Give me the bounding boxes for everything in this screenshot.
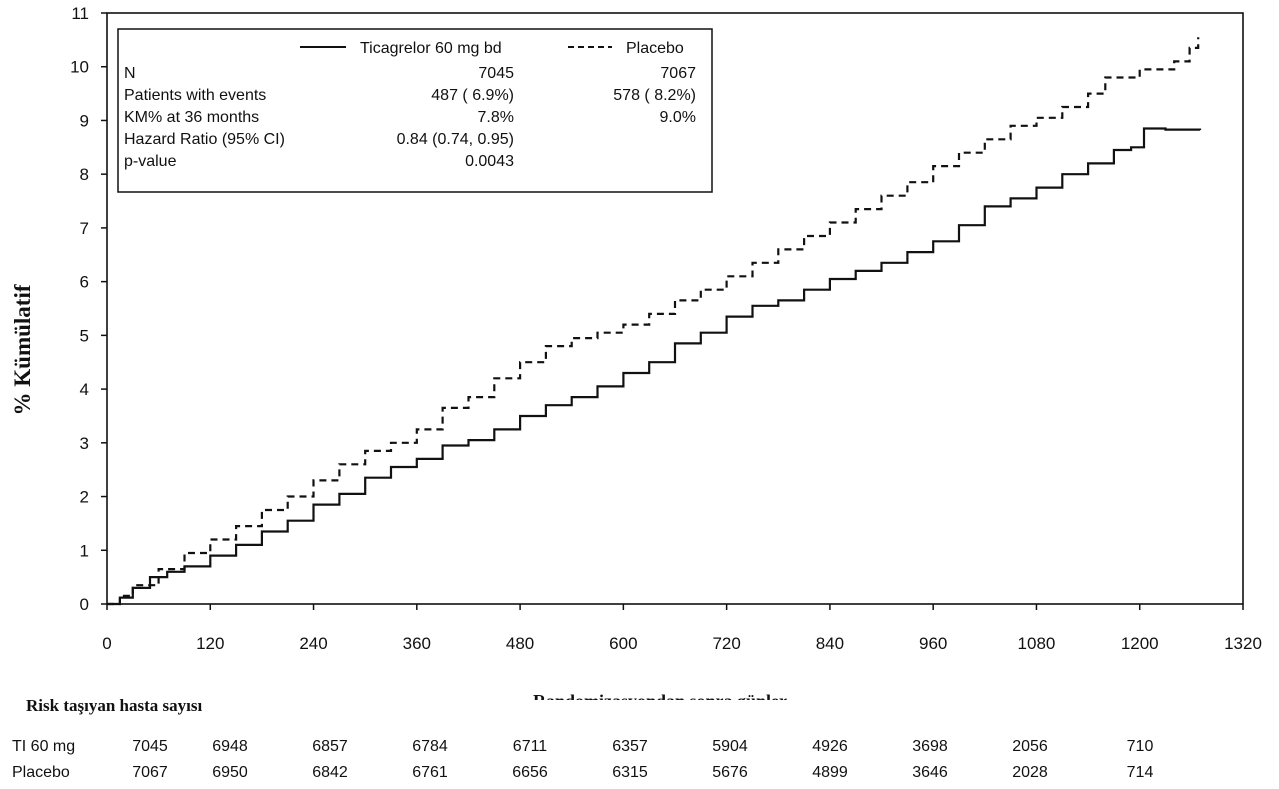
series-line-placebo xyxy=(107,37,1200,606)
legend-row-label: p-value xyxy=(124,153,177,170)
y-axis-label: % Kümülatif xyxy=(10,284,35,415)
x-tick-label: 720 xyxy=(712,634,740,653)
risk-value: 7045 xyxy=(132,738,168,755)
y-tick-label: 11 xyxy=(71,4,89,23)
legend-row-placebo-value: 9.0% xyxy=(660,109,696,126)
legend-box xyxy=(117,28,713,193)
risk-value: 2056 xyxy=(1012,738,1048,755)
risk-row-label: TI 60 mg xyxy=(12,738,76,755)
legend-label-ticagrelor: Ticagrelor 60 mg bd xyxy=(360,40,502,57)
y-tick-label: 8 xyxy=(80,165,89,184)
x-tick-label: 240 xyxy=(299,634,327,653)
legend-row-ticagrelor-value: 0.0043 xyxy=(465,153,514,170)
y-tick-label: 4 xyxy=(80,380,89,399)
risk-value: 6784 xyxy=(412,738,448,755)
y-tick-label: 3 xyxy=(80,434,89,453)
x-tick-label: 600 xyxy=(609,634,637,653)
risk-value: 4899 xyxy=(812,764,848,781)
legend-row-label: Patients with events xyxy=(124,87,266,104)
legend-row-ticagrelor-value: 487 ( 6.9%) xyxy=(431,87,514,104)
y-tick-label: 5 xyxy=(80,326,89,345)
y-tick-label: 10 xyxy=(70,58,89,77)
risk-value: 6761 xyxy=(412,764,448,781)
risk-row-ticagrelor: TI 60 mg 7045 6948 6857 6784 6711 6357 5904 4926… xyxy=(0,738,1279,760)
plot-frame xyxy=(106,12,1244,605)
km-chart: 0 120 240 360 480 600 720 840 960 1080 1200 1320 0 1 2… xyxy=(10,4,1262,700)
risk-table-title: Risk taşıyan hasta sayısı xyxy=(26,696,203,715)
risk-value: 6357 xyxy=(612,738,648,755)
y-tick-label: 2 xyxy=(80,488,89,507)
risk-value: 6950 xyxy=(212,764,248,781)
risk-value: 6656 xyxy=(512,764,548,781)
risk-row-placebo: Placebo 7067 6950 6842 6761 6656 6315 5676 4899 3… xyxy=(0,764,1279,786)
x-tick-label: 1080 xyxy=(1018,634,1056,653)
risk-value: 5676 xyxy=(712,764,748,781)
risk-row-label: Placebo xyxy=(12,764,70,781)
legend-row-label: Hazard Ratio (95% CI) xyxy=(124,131,285,148)
legend-rows: N 7045 7067 Patients with events 487 ( 6.9%)… xyxy=(124,65,696,170)
risk-value: 3646 xyxy=(912,764,948,781)
x-tick-label: 0 xyxy=(102,634,111,653)
legend-row-ticagrelor-value: 7.8% xyxy=(478,109,514,126)
risk-value: 5904 xyxy=(712,738,748,755)
x-tick-label: 960 xyxy=(919,634,947,653)
risk-value: 6857 xyxy=(312,738,348,755)
x-tick-label: 480 xyxy=(506,634,534,653)
risk-value: 7067 xyxy=(132,764,168,781)
axes: 0 120 240 360 480 600 720 840 960 1080 1200 1320 0 1 2… xyxy=(70,4,1262,653)
risk-value: 714 xyxy=(1126,764,1154,781)
y-tick-label: 0 xyxy=(80,595,89,614)
y-tick-label: 1 xyxy=(80,541,89,560)
x-axis-label: Randomizasyondan sonra günler xyxy=(533,691,787,700)
legend-row-ticagrelor-value: 7045 xyxy=(478,65,514,82)
y-tick-label: 9 xyxy=(80,111,89,130)
x-tick-label: 1320 xyxy=(1224,634,1262,653)
legend-row-placebo-value: 7067 xyxy=(660,65,696,82)
risk-value: 6948 xyxy=(212,738,248,755)
risk-value: 4926 xyxy=(812,738,848,755)
legend-row-placebo-value: 578 ( 8.2%) xyxy=(613,87,696,104)
series-line-ticagrelor xyxy=(107,127,1202,606)
risk-value: 2028 xyxy=(1012,764,1048,781)
y-tick-label: 7 xyxy=(80,219,89,238)
legend-label-placebo: Placebo xyxy=(626,40,684,57)
legend-row-label: N xyxy=(124,65,136,82)
legend: Ticagrelor 60 mg bd Placebo N 7045 7067 Pat… xyxy=(117,28,713,193)
series-layer xyxy=(107,37,1202,606)
x-tick-label: 360 xyxy=(403,634,431,653)
risk-value: 3698 xyxy=(912,738,948,755)
legend-row-ticagrelor-value: 0.84 (0.74, 0.95) xyxy=(397,131,514,148)
risk-value: 6315 xyxy=(612,764,648,781)
risk-value: 710 xyxy=(1126,738,1154,755)
x-tick-label: 840 xyxy=(816,634,844,653)
risk-value: 6842 xyxy=(312,764,348,781)
risk-value: 6711 xyxy=(512,738,548,755)
y-tick-label: 6 xyxy=(80,273,89,292)
x-tick-label: 120 xyxy=(196,634,224,653)
legend-row-label: KM% at 36 months xyxy=(124,109,259,126)
x-tick-label: 1200 xyxy=(1121,634,1159,653)
